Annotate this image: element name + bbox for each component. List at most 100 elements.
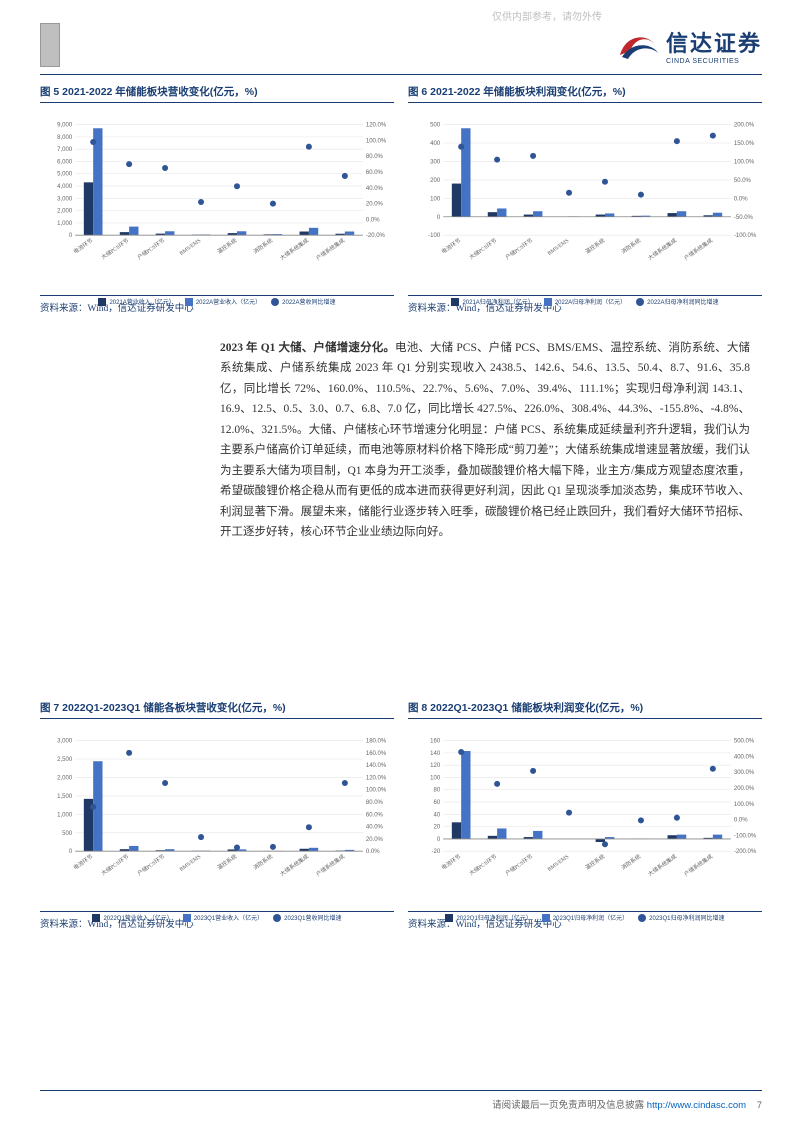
svg-text:100: 100 (430, 196, 441, 202)
svg-text:80: 80 (433, 788, 440, 794)
svg-text:60.0%: 60.0% (366, 170, 384, 176)
svg-text:300.0%: 300.0% (734, 770, 755, 776)
svg-text:120.0%: 120.0% (366, 775, 387, 781)
svg-text:40.0%: 40.0% (366, 186, 384, 192)
svg-text:BMS/EMS: BMS/EMS (179, 238, 203, 257)
svg-text:3,000: 3,000 (57, 739, 73, 745)
svg-text:6,000: 6,000 (57, 159, 73, 165)
svg-text:20.0%: 20.0% (366, 202, 384, 208)
body-lead: 2023 年 Q1 大储、户储增速分化。 (220, 342, 395, 354)
svg-text:电池环节: 电池环节 (72, 236, 95, 255)
svg-text:-20.0%: -20.0% (366, 233, 386, 239)
chart-6-legend: 2021A归母净利润（亿元） 2022A归母净利润（亿元） 2022A归母净利润… (409, 295, 761, 308)
body-paragraph: 2023 年 Q1 大储、户储增速分化。电池、大储 PCS、户储 PCS、BMS… (220, 338, 750, 543)
chart-5-svg: 01,0002,0003,0004,0005,0006,0007,0008,00… (41, 106, 393, 292)
svg-text:50.0%: 50.0% (734, 178, 752, 184)
svg-text:4,000: 4,000 (57, 184, 73, 190)
svg-text:户储PCS环节: 户储PCS环节 (136, 236, 167, 261)
svg-text:2,500: 2,500 (57, 757, 73, 763)
chart-6-title: 图 6 2021-2022 年储能板块利润变化(亿元，%) (408, 84, 762, 103)
svg-text:100: 100 (430, 775, 441, 781)
svg-text:100.0%: 100.0% (366, 788, 387, 794)
svg-text:120: 120 (430, 763, 441, 769)
svg-text:-50.0%: -50.0% (734, 215, 754, 221)
chart-8-panel: 图 8 2022Q1-2023Q1 储能板块利润变化(亿元，%) -20 0 20 4… (408, 700, 762, 930)
logo-swirl-icon (616, 27, 660, 63)
svg-text:户储PCS环节: 户储PCS环节 (504, 236, 535, 261)
svg-text:0.0%: 0.0% (366, 849, 380, 855)
chart-row-2: 图 7 2022Q1-2023Q1 储能各板块营收变化(亿元，%) 0 500 1,… (40, 700, 762, 930)
svg-text:消防系统: 消防系统 (619, 236, 642, 255)
body-main: 电池、大储 PCS、户储 PCS、BMS/EMS、温控系统、消防系统、大储系统集… (220, 342, 750, 538)
header-accent-box (40, 23, 60, 67)
svg-text:-100.0%: -100.0% (734, 833, 757, 839)
svg-text:180.0%: 180.0% (366, 739, 387, 745)
svg-text:BMS/EMS: BMS/EMS (179, 854, 203, 873)
svg-text:0: 0 (69, 849, 73, 855)
svg-text:户储系统集成: 户储系统集成 (314, 852, 346, 878)
svg-text:户储PCS环节: 户储PCS环节 (136, 852, 167, 877)
header-rule (40, 74, 762, 75)
svg-text:1,000: 1,000 (57, 221, 73, 227)
brand-name-en: CINDA SECURITIES (666, 58, 762, 65)
svg-text:大储PCS环节: 大储PCS环节 (100, 852, 131, 877)
svg-text:大储PCS环节: 大储PCS环节 (468, 236, 499, 261)
svg-text:20: 20 (433, 825, 440, 831)
svg-text:2,000: 2,000 (57, 209, 73, 215)
svg-text:消防系统: 消防系统 (251, 852, 274, 871)
chart-8-svg: -20020406080100120140160-200.0%-100.0%0.… (409, 722, 761, 908)
svg-text:500: 500 (62, 831, 73, 837)
brand-name-cn: 信达证券 (666, 26, 762, 58)
svg-text:户储系统集成: 户储系统集成 (682, 852, 714, 878)
chart-row-1: 图 5 2021-2022 年储能板块营收变化(亿元，%) 0 1,000 2,00… (40, 84, 762, 314)
chart-5-title: 图 5 2021-2022 年储能板块营收变化(亿元，%) (40, 84, 394, 103)
chart-6-panel: 图 6 2021-2022 年储能板块利润变化(亿元，%) -100010020… (408, 84, 762, 314)
svg-text:160.0%: 160.0% (366, 751, 387, 757)
svg-text:0: 0 (437, 215, 441, 221)
svg-text:60: 60 (433, 800, 440, 806)
svg-text:40: 40 (433, 812, 440, 818)
svg-text:7,000: 7,000 (57, 147, 73, 153)
svg-text:9,000: 9,000 (57, 123, 73, 129)
footer-text: 请阅读最后一页免责声明及信息披露 (492, 1100, 644, 1111)
svg-text:-200.0%: -200.0% (734, 849, 757, 855)
svg-text:电池环节: 电池环节 (440, 852, 463, 871)
svg-text:100.0%: 100.0% (366, 138, 387, 144)
svg-text:大储系统集成: 大储系统集成 (646, 236, 678, 262)
chart-7-svg: 05001,0001,5002,0002,5003,0000.0%20.0%40… (41, 722, 393, 908)
svg-text:1,000: 1,000 (57, 812, 73, 818)
chart-7-legend: 2022Q1营业收入（亿元） 2023Q1营业收入（亿元） 2023Q1营收同比… (41, 911, 393, 924)
svg-text:温控系统: 温控系统 (215, 236, 238, 255)
page-number: 7 (757, 1100, 762, 1111)
svg-text:200: 200 (430, 178, 441, 184)
svg-text:150.0%: 150.0% (734, 141, 755, 147)
svg-text:电池环节: 电池环节 (440, 236, 463, 255)
svg-text:300: 300 (430, 159, 441, 165)
svg-text:120.0%: 120.0% (366, 123, 387, 129)
svg-text:1,500: 1,500 (57, 794, 73, 800)
svg-text:大储PCS环节: 大储PCS环节 (100, 236, 131, 261)
svg-text:500: 500 (430, 123, 441, 129)
svg-text:大储系统集成: 大储系统集成 (278, 852, 310, 878)
svg-text:户储系统集成: 户储系统集成 (314, 236, 346, 262)
svg-text:0.0%: 0.0% (734, 818, 748, 824)
svg-text:温控系统: 温控系统 (583, 852, 606, 871)
chart-8-legend: 2022Q1归母净利润（亿元） 2023Q1归母净利润（亿元） 2023Q1归母… (409, 911, 761, 924)
svg-text:BMS/EMS: BMS/EMS (547, 854, 571, 873)
svg-text:户储PCS环节: 户储PCS环节 (504, 852, 535, 877)
footer-link[interactable]: http://www.cindasc.com (647, 1100, 746, 1111)
chart-8-title: 图 8 2022Q1-2023Q1 储能板块利润变化(亿元，%) (408, 700, 762, 719)
svg-text:400: 400 (430, 141, 441, 147)
svg-text:140.0%: 140.0% (366, 763, 387, 769)
svg-text:大储PCS环节: 大储PCS环节 (468, 852, 499, 877)
svg-text:80.0%: 80.0% (366, 154, 384, 160)
svg-text:20.0%: 20.0% (366, 837, 384, 843)
svg-text:80.0%: 80.0% (366, 800, 384, 806)
chart-7-title: 图 7 2022Q1-2023Q1 储能各板块营收变化(亿元，%) (40, 700, 394, 719)
svg-text:-20: -20 (431, 849, 440, 855)
svg-text:消防系统: 消防系统 (251, 236, 274, 255)
svg-text:0: 0 (437, 837, 441, 843)
svg-text:100.0%: 100.0% (734, 802, 755, 808)
svg-text:40.0%: 40.0% (366, 825, 384, 831)
svg-text:200.0%: 200.0% (734, 786, 755, 792)
